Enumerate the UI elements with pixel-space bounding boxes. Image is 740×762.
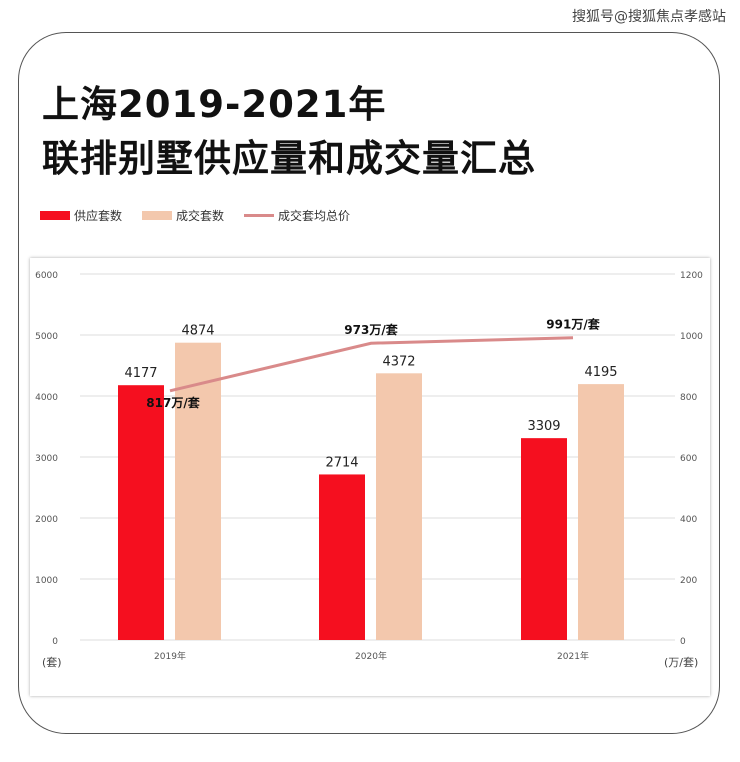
- y-axis-label: (套): [42, 656, 62, 669]
- y2-tick-label: 0: [680, 637, 686, 647]
- chart-svg: 0 1000 2000 3000 4000 5000 6000 0 200 400 600 800 10…: [35, 271, 703, 669]
- y-tick-label: 3000: [35, 454, 58, 464]
- bar-data-label: 4195: [584, 365, 617, 380]
- watermark: 搜狐号@搜狐焦点孝感站: [572, 9, 726, 25]
- y2-tick-label: 800: [680, 393, 697, 403]
- legend-swatch-deals: [142, 211, 173, 220]
- x-tick-label: 2019年: [154, 650, 186, 662]
- bar-data-label: 4874: [181, 324, 214, 339]
- y-tick-label: 5000: [35, 332, 58, 342]
- y2-tick-label: 600: [680, 454, 697, 464]
- y2-tick-label: 1000: [680, 332, 703, 342]
- chart-panel: 0 1000 2000 3000 4000 5000 6000 0 200 400 600 800 10…: [30, 258, 710, 696]
- legend-line-price: [244, 214, 275, 217]
- bar-supply: [319, 474, 365, 640]
- card-frame: [18, 32, 720, 734]
- legend-label: 供应套数: [74, 209, 123, 223]
- title-line-1: 上海2019-2021年: [42, 83, 387, 126]
- price-line: [169, 336, 574, 393]
- bar-data-label: 4177: [124, 366, 157, 381]
- bar-data-label: 2714: [325, 455, 358, 470]
- legend-label: 成交套均总价: [278, 209, 351, 223]
- legend-price: 成交套均总价: [244, 207, 350, 224]
- x-tick-label: 2021年: [557, 650, 589, 662]
- y-tick-label: 4000: [35, 393, 58, 403]
- y-tick-label: 6000: [35, 271, 58, 281]
- price-data-label: 991万/套: [546, 317, 600, 332]
- x-tick-label: 2020年: [355, 650, 387, 662]
- legend-deals: 成交套数: [142, 207, 224, 224]
- price-data-label: 973万/套: [344, 322, 398, 337]
- y-tick-label: 2000: [35, 515, 58, 525]
- y2-tick-label: 400: [680, 515, 697, 525]
- legend-label: 成交套数: [176, 209, 225, 223]
- y2-axis-label: (万/套): [664, 656, 698, 669]
- bar-deals: [175, 342, 221, 640]
- bar-deals: [578, 384, 624, 640]
- legend-swatch-supply: [40, 211, 70, 220]
- y-tick-label: 0: [52, 637, 58, 647]
- bar-supply: [521, 438, 567, 640]
- bar-data-label: 3309: [527, 419, 560, 434]
- y2-tick-label: 200: [680, 576, 697, 586]
- price-data-label: 817万/套: [146, 395, 200, 410]
- y-tick-label: 1000: [35, 576, 58, 586]
- title-line-2: 联排别墅供应量和成交量汇总: [42, 137, 536, 180]
- bar-supply: [118, 385, 164, 640]
- legend-supply: 供应套数: [40, 207, 122, 224]
- bar-deals: [376, 373, 422, 640]
- y2-tick-label: 1200: [680, 271, 703, 281]
- legend: 供应套数 成交套数 成交套均总价: [40, 207, 350, 224]
- bar-data-label: 4372: [382, 354, 415, 369]
